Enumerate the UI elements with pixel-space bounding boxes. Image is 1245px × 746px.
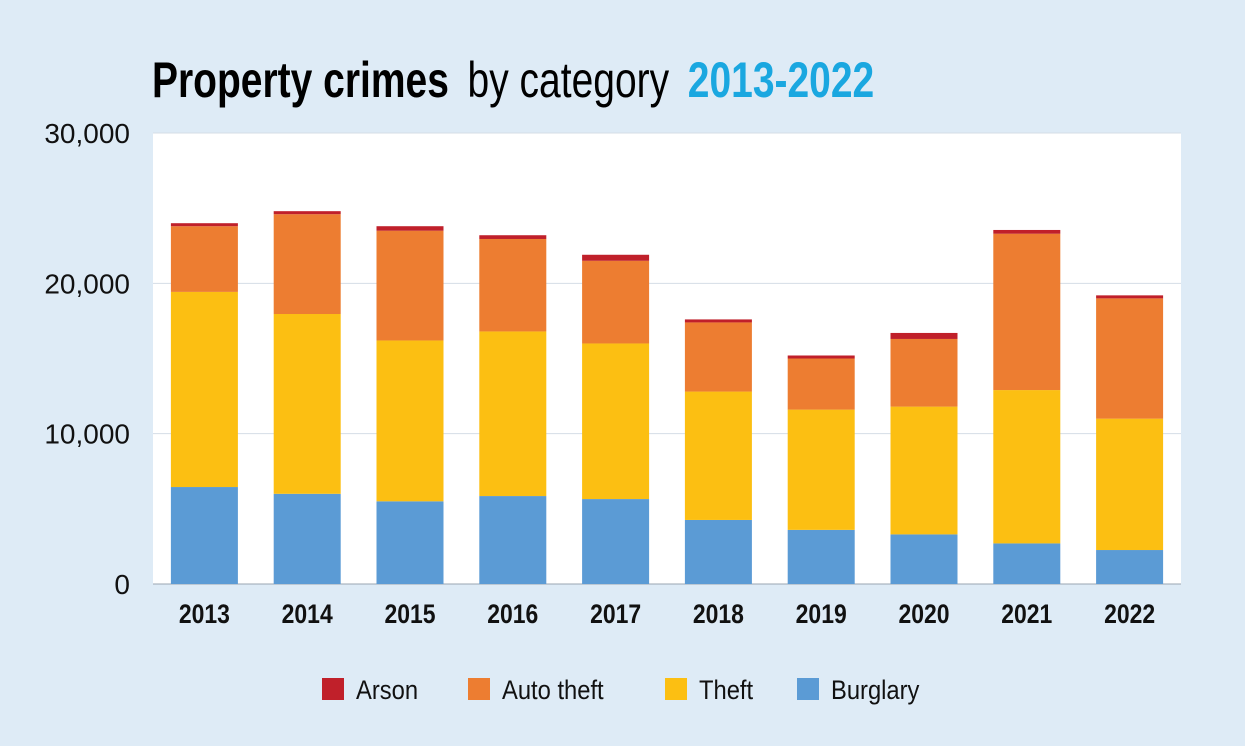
bar-burglary-2015: [376, 501, 444, 584]
bar-auto-theft-2022: [1096, 298, 1164, 419]
bar-theft-2019: [787, 409, 855, 530]
x-tick-label: 2015: [384, 599, 435, 629]
x-tick-label: 2021: [1001, 599, 1052, 629]
x-tick-label: 2017: [590, 599, 641, 629]
bar-theft-2021: [993, 390, 1061, 544]
bar-auto-theft-2021: [993, 233, 1061, 391]
bar-burglary-2013: [170, 487, 238, 584]
legend-label: Arson: [356, 676, 418, 706]
x-tick-label: 2019: [796, 599, 847, 629]
bar-theft-2020: [890, 406, 958, 535]
bar-auto-theft-2017: [582, 260, 650, 344]
title-accent: 2013-2022: [688, 51, 874, 108]
bar-auto-theft-2016: [479, 238, 547, 332]
legend-item: Auto theft: [468, 676, 604, 706]
bar-arson-2021: [993, 229, 1061, 234]
bar-auto-theft-2015: [376, 230, 444, 341]
bar-auto-theft-2013: [170, 226, 238, 292]
x-tick-label: 2014: [282, 599, 333, 629]
x-tick-label: 2018: [693, 599, 744, 629]
y-tick-label: 10,000: [44, 419, 130, 450]
y-tick-label: 20,000: [44, 268, 130, 299]
bar-arson-2020: [890, 332, 958, 339]
legend-label: Burglary: [831, 676, 920, 706]
bar-auto-theft-2018: [684, 322, 752, 392]
bar-burglary-2017: [582, 499, 650, 584]
bar-auto-theft-2014: [273, 214, 341, 315]
x-tick-label: 2022: [1104, 599, 1155, 629]
bar-theft-2014: [273, 314, 341, 494]
bar-arson-2018: [684, 319, 752, 323]
legend-label: Theft: [699, 676, 753, 706]
legend-item: Theft: [665, 676, 753, 706]
legend-swatch: [797, 678, 819, 700]
bar-burglary-2022: [1096, 550, 1164, 584]
bar-theft-2022: [1096, 418, 1164, 551]
bar-burglary-2019: [787, 529, 855, 584]
bar-arson-2019: [787, 355, 855, 359]
bar-burglary-2014: [273, 493, 341, 584]
bar-arson-2013: [170, 223, 238, 227]
bar-burglary-2021: [993, 543, 1061, 584]
bar-arson-2015: [376, 226, 444, 231]
bar-theft-2015: [376, 340, 444, 502]
legend-swatch: [322, 678, 344, 700]
chart-title: Property crimes by category 2013-2022: [152, 51, 874, 108]
bar-theft-2018: [684, 391, 752, 520]
bar-auto-theft-2020: [890, 338, 958, 407]
legend-item: Arson: [322, 676, 418, 706]
x-tick-label: 2013: [179, 599, 230, 629]
bar-arson-2017: [582, 254, 650, 261]
title-bold: Property crimes: [152, 51, 449, 108]
y-tick-label: 30,000: [44, 118, 130, 149]
bar-theft-2013: [170, 291, 238, 488]
bar-theft-2017: [582, 343, 650, 500]
bar-burglary-2020: [890, 534, 958, 584]
legend-item: Burglary: [797, 676, 920, 706]
x-tick-label: 2016: [487, 599, 538, 629]
legend-label: Auto theft: [502, 676, 604, 706]
legend-swatch: [665, 678, 687, 700]
bar-arson-2014: [273, 211, 341, 215]
legend-swatch: [468, 678, 490, 700]
bar-theft-2016: [479, 331, 547, 497]
y-tick-label: 0: [114, 569, 130, 600]
bar-auto-theft-2019: [787, 358, 855, 410]
x-tick-label: 2020: [898, 599, 949, 629]
bar-arson-2022: [1096, 295, 1164, 299]
bar-burglary-2016: [479, 496, 547, 584]
bar-burglary-2018: [684, 519, 752, 584]
bar-arson-2016: [479, 235, 547, 239]
title-normal: by category: [468, 51, 670, 108]
